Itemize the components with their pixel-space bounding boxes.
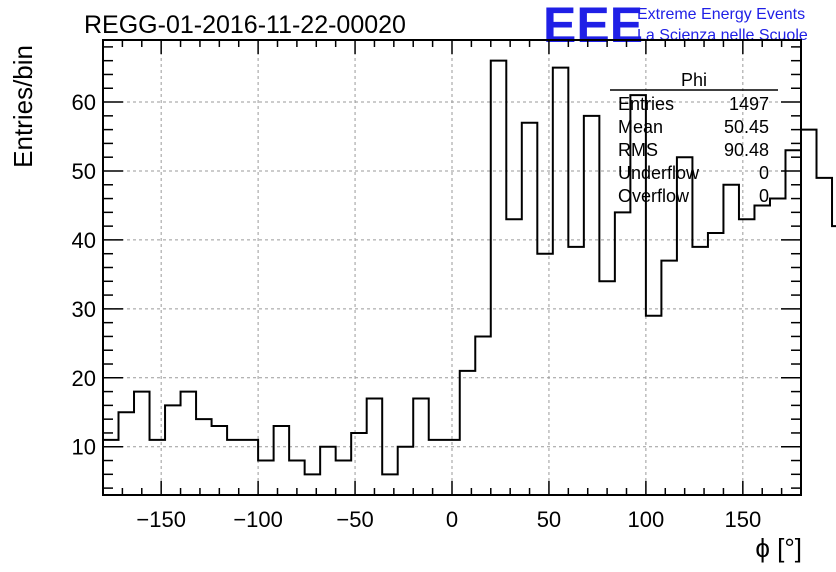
histogram-bin-31 [584, 116, 600, 495]
histogram-bin-46 [817, 178, 833, 495]
histogram-bin-39 [708, 233, 724, 495]
stats-label-entries: Entries [618, 94, 674, 114]
logo-line-1: Extreme Energy Events [637, 6, 805, 23]
x-tick-label-1: −100 [233, 507, 283, 532]
histogram-bin-32 [599, 281, 615, 495]
histogram-bin-13 [305, 474, 321, 495]
stats-box-title: Phi [681, 70, 707, 90]
y-tick-label-2: 30 [72, 297, 96, 322]
stats-label-rms: RMS [618, 140, 658, 160]
histogram-bin-11 [274, 426, 290, 495]
histogram-bin-20 [413, 398, 429, 495]
stats-value-entries: 1497 [729, 94, 769, 114]
stats-box: Phi Entries 1497 Mean 50.45 RMS 90.48 Un… [610, 70, 778, 206]
tick-labels: −150 −100 −50 0 50 100 150 10 20 30 40 50 60 [72, 90, 762, 532]
histogram-bin-10 [258, 461, 274, 495]
histogram-bin-29 [553, 68, 569, 495]
histogram-bin-16 [351, 433, 367, 495]
y-axis-title: Entries/bin [8, 45, 38, 168]
histogram-bin-47 [832, 226, 836, 495]
x-tick-label-3: 0 [446, 507, 458, 532]
histogram-bin-33 [615, 212, 631, 495]
histogram-bin-14 [320, 447, 336, 495]
stats-label-overflow: Overflow [618, 186, 690, 206]
y-tick-label-1: 20 [72, 366, 96, 391]
histogram-bin-4 [165, 405, 181, 495]
histogram-bin-15 [336, 461, 352, 495]
histogram-bin-1 [119, 412, 135, 495]
x-tick-label-4: 50 [537, 507, 561, 532]
histogram-bin-24 [475, 336, 491, 495]
stats-label-underflow: Underflow [618, 163, 700, 183]
y-tick-label-5: 60 [72, 90, 96, 115]
histogram-bin-0 [103, 440, 119, 495]
histogram-bin-26 [506, 219, 522, 495]
histogram-bin-5 [181, 392, 197, 495]
stats-value-underflow: 0 [759, 163, 769, 183]
x-tick-label-0: −150 [136, 507, 186, 532]
histogram-bin-6 [196, 419, 212, 495]
x-tick-label-5: 100 [628, 507, 665, 532]
y-tick-label-3: 40 [72, 228, 96, 253]
grid-lines [103, 40, 801, 495]
histogram-bin-28 [537, 254, 553, 495]
histogram-bin-41 [739, 219, 755, 495]
histogram-bin-38 [692, 247, 708, 495]
histogram-bin-3 [150, 440, 166, 495]
histogram-bin-2 [134, 392, 150, 495]
histogram-bin-30 [568, 247, 584, 495]
histogram-bin-40 [723, 185, 739, 495]
histogram-bin-7 [212, 426, 228, 495]
stats-value-overflow: 0 [759, 186, 769, 206]
y-tick-label-0: 10 [72, 435, 96, 460]
histogram-bin-19 [398, 447, 414, 495]
x-tick-label-2: −50 [336, 507, 373, 532]
x-tick-label-6: 150 [724, 507, 761, 532]
histogram-bin-27 [522, 123, 538, 495]
histogram-bin-43 [770, 199, 786, 495]
axis-ticks [103, 40, 801, 495]
histogram-bin-42 [754, 205, 770, 495]
x-axis-title: ϕ [°] [755, 533, 802, 563]
histogram-bin-21 [429, 440, 445, 495]
y-tick-label-4: 50 [72, 159, 96, 184]
histogram-bin-35 [646, 316, 662, 495]
stats-label-mean: Mean [618, 117, 663, 137]
histogram-bin-23 [460, 371, 476, 495]
histogram-bin-37 [677, 157, 693, 495]
stats-value-mean: 50.45 [724, 117, 769, 137]
histogram-bin-25 [491, 61, 507, 495]
histogram-bin-36 [661, 261, 677, 495]
histogram-bin-17 [367, 398, 383, 495]
stats-value-rms: 90.48 [724, 140, 769, 160]
histogram-bin-45 [801, 130, 817, 495]
logo-mark: EEE [543, 0, 643, 53]
histogram-bin-9 [243, 440, 259, 495]
histogram-outline [103, 59, 836, 476]
histogram-bin-18 [382, 474, 398, 495]
plot-frame [102, 39, 802, 496]
histogram-bin-8 [227, 440, 243, 495]
chart-title: REGG-01-2016-11-22-00020 [84, 11, 406, 39]
